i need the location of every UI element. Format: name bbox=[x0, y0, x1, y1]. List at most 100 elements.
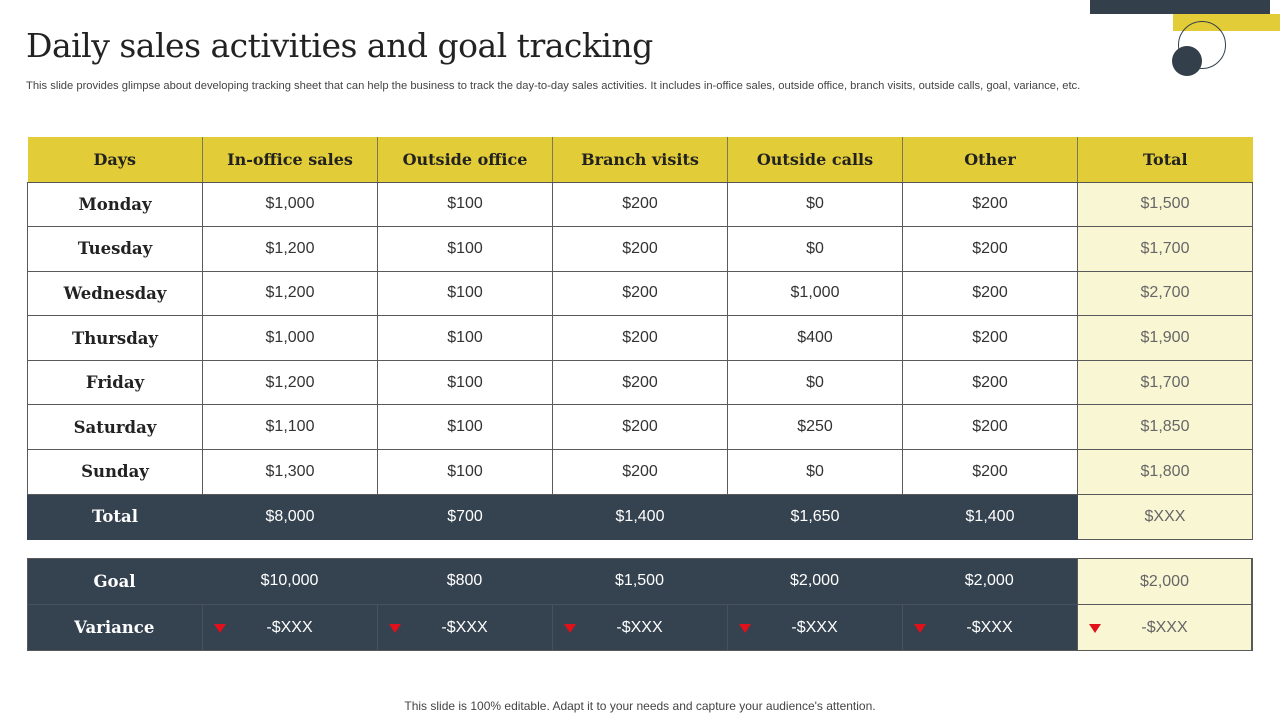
goal-value-cell: $1,500 bbox=[552, 558, 727, 605]
down-triangle-icon bbox=[388, 623, 401, 633]
table-header-row: Days In-office sales Outside office Bran… bbox=[27, 137, 1253, 183]
value-cell: $200 bbox=[902, 359, 1078, 406]
value-cell: $200 bbox=[902, 449, 1078, 495]
variance-cell: -$XXX bbox=[901, 604, 1077, 651]
day-cell: Friday bbox=[27, 359, 203, 406]
page-subtitle: This slide provides glimpse about develo… bbox=[26, 80, 1081, 92]
value-cell: $200 bbox=[902, 226, 1078, 272]
goal-value-cell: $2,000 bbox=[902, 558, 1077, 605]
down-triangle-icon bbox=[913, 623, 926, 633]
value-cell: $100 bbox=[377, 181, 553, 228]
day-cell: Tuesday bbox=[27, 226, 203, 272]
day-cell: Saturday bbox=[27, 404, 203, 451]
value-cell: $200 bbox=[552, 449, 728, 495]
total-value-cell: $8,000 bbox=[202, 493, 378, 540]
variance-value: -$XXX bbox=[616, 618, 663, 636]
variance-total-cell: -$XXX bbox=[1076, 604, 1253, 651]
table-row: Sunday $1,300 $100 $200 $0 $200 $1,800 bbox=[27, 449, 1253, 495]
value-cell: $1,200 bbox=[202, 226, 378, 272]
header-outside-office: Outside office bbox=[377, 137, 553, 183]
value-cell: $100 bbox=[377, 315, 553, 361]
goal-label: Goal bbox=[27, 558, 202, 605]
value-cell: $0 bbox=[727, 181, 903, 228]
goal-value-cell: $10,000 bbox=[202, 558, 377, 605]
variance-cell: -$XXX bbox=[551, 604, 727, 651]
goal-value-cell: $2,000 bbox=[727, 558, 902, 605]
total-label: Total bbox=[27, 493, 203, 540]
table-row: Saturday $1,100 $100 $200 $250 $200 $1,8… bbox=[27, 404, 1253, 451]
value-cell: $200 bbox=[552, 226, 728, 272]
header-total: Total bbox=[1077, 137, 1253, 183]
table-row: Monday $1,000 $100 $200 $0 $200 $1,500 bbox=[27, 181, 1253, 228]
total-value-cell: $1,400 bbox=[552, 493, 728, 540]
footer-note: This slide is 100% editable. Adapt it to… bbox=[404, 699, 876, 713]
total-row: Total $8,000 $700 $1,400 $1,650 $1,400 $… bbox=[27, 493, 1253, 540]
value-cell: $1,100 bbox=[202, 404, 378, 451]
decorative-bar-dark bbox=[1090, 0, 1270, 14]
value-cell: $1,200 bbox=[202, 270, 378, 317]
value-cell: $0 bbox=[727, 359, 903, 406]
header-outside-calls: Outside calls bbox=[727, 137, 903, 183]
value-cell: $100 bbox=[377, 270, 553, 317]
day-cell: Wednesday bbox=[27, 270, 203, 317]
value-cell: $200 bbox=[902, 315, 1078, 361]
variance-row: Variance -$XXX -$XXX -$XXX -$XXX -$XXX -… bbox=[27, 604, 1253, 651]
header-other: Other bbox=[902, 137, 1078, 183]
goal-row: Goal $10,000 $800 $1,500 $2,000 $2,000 $… bbox=[27, 558, 1253, 605]
value-cell: $200 bbox=[552, 315, 728, 361]
value-cell: $100 bbox=[377, 449, 553, 495]
header-days: Days bbox=[27, 137, 203, 183]
row-total-cell: $1,900 bbox=[1077, 315, 1253, 361]
table-row: Friday $1,200 $100 $200 $0 $200 $1,700 bbox=[27, 359, 1253, 406]
value-cell: $200 bbox=[552, 359, 728, 406]
day-cell: Sunday bbox=[27, 449, 203, 495]
goal-variance-table: Goal $10,000 $800 $1,500 $2,000 $2,000 $… bbox=[27, 558, 1253, 651]
row-total-cell: $1,500 bbox=[1077, 181, 1253, 228]
sales-tracking-table: Days In-office sales Outside office Bran… bbox=[27, 137, 1253, 540]
decorative-circle bbox=[1172, 46, 1202, 76]
value-cell: $100 bbox=[377, 359, 553, 406]
value-cell: $200 bbox=[552, 404, 728, 451]
value-cell: $200 bbox=[902, 270, 1078, 317]
goal-total-cell: $2,000 bbox=[1076, 558, 1253, 605]
variance-total-value: -$XXX bbox=[1141, 618, 1188, 636]
goal-value-cell: $800 bbox=[377, 558, 552, 605]
total-value-cell: $1,650 bbox=[727, 493, 903, 540]
decorative-ring bbox=[1178, 21, 1226, 69]
value-cell: $1,200 bbox=[202, 359, 378, 406]
value-cell: $1,000 bbox=[202, 315, 378, 361]
value-cell: $0 bbox=[727, 226, 903, 272]
variance-value: -$XXX bbox=[791, 618, 838, 636]
row-total-cell: $1,850 bbox=[1077, 404, 1253, 451]
value-cell: $0 bbox=[727, 449, 903, 495]
value-cell: $200 bbox=[552, 181, 728, 228]
value-cell: $250 bbox=[727, 404, 903, 451]
value-cell: $1,300 bbox=[202, 449, 378, 495]
header-branch-visits: Branch visits bbox=[552, 137, 728, 183]
value-cell: $100 bbox=[377, 404, 553, 451]
down-triangle-icon bbox=[1088, 623, 1101, 633]
value-cell: $1,000 bbox=[202, 181, 378, 228]
variance-cell: -$XXX bbox=[376, 604, 552, 651]
variance-cell: -$XXX bbox=[201, 604, 377, 651]
value-cell: $200 bbox=[552, 270, 728, 317]
header-in-office-sales: In-office sales bbox=[202, 137, 378, 183]
variance-value: -$XXX bbox=[966, 618, 1013, 636]
variance-label: Variance bbox=[27, 604, 202, 651]
table-row: Tuesday $1,200 $100 $200 $0 $200 $1,700 bbox=[27, 226, 1253, 272]
total-value-cell: $700 bbox=[377, 493, 553, 540]
grand-total-cell: $XXX bbox=[1077, 493, 1253, 540]
variance-value: -$XXX bbox=[266, 618, 313, 636]
table-row: Wednesday $1,200 $100 $200 $1,000 $200 $… bbox=[27, 270, 1253, 317]
value-cell: $400 bbox=[727, 315, 903, 361]
table-row: Thursday $1,000 $100 $200 $400 $200 $1,9… bbox=[27, 315, 1253, 361]
value-cell: $200 bbox=[902, 404, 1078, 451]
variance-cell: -$XXX bbox=[726, 604, 902, 651]
total-value-cell: $1,400 bbox=[902, 493, 1078, 540]
row-total-cell: $2,700 bbox=[1077, 270, 1253, 317]
down-triangle-icon bbox=[563, 623, 576, 633]
down-triangle-icon bbox=[738, 623, 751, 633]
day-cell: Thursday bbox=[27, 315, 203, 361]
row-total-cell: $1,800 bbox=[1077, 449, 1253, 495]
value-cell: $200 bbox=[902, 181, 1078, 228]
